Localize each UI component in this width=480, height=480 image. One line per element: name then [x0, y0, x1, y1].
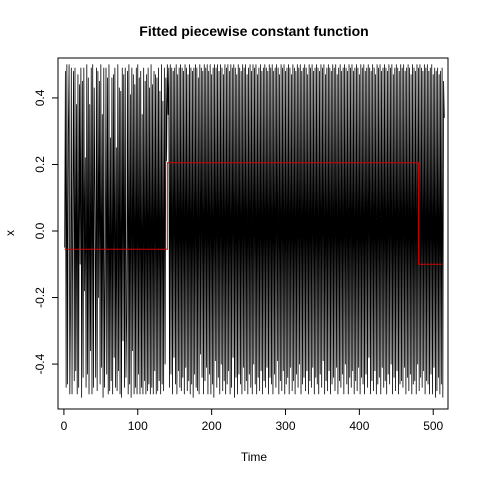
y-tick-label: -0.2 [33, 287, 47, 308]
x-tick-label: 300 [275, 419, 295, 433]
x-tick-label: 200 [202, 419, 222, 433]
series-line-0 [64, 64, 445, 398]
chart-title: Fitted piecewise constant function [139, 23, 368, 39]
x-axis: 0 100 200 300 400 500 [61, 408, 444, 433]
fitted-step-line [64, 162, 443, 265]
y-axis: -0.4 -0.2 0.0 0.2 0.4 [33, 89, 59, 374]
y-tick-label: 0.2 [33, 156, 47, 173]
y-tick-label: 0.4 [33, 89, 47, 106]
x-axis-label: Time [241, 450, 268, 464]
series-layer [64, 64, 445, 398]
y-tick-label: 0.0 [33, 222, 47, 239]
x-tick-label: 0 [61, 419, 68, 433]
y-tick-label: -0.4 [33, 353, 47, 374]
x-tick-label: 500 [423, 419, 443, 433]
x-tick-label: 100 [128, 419, 148, 433]
x-tick-label: 400 [349, 419, 369, 433]
y-axis-label: x [3, 230, 17, 236]
